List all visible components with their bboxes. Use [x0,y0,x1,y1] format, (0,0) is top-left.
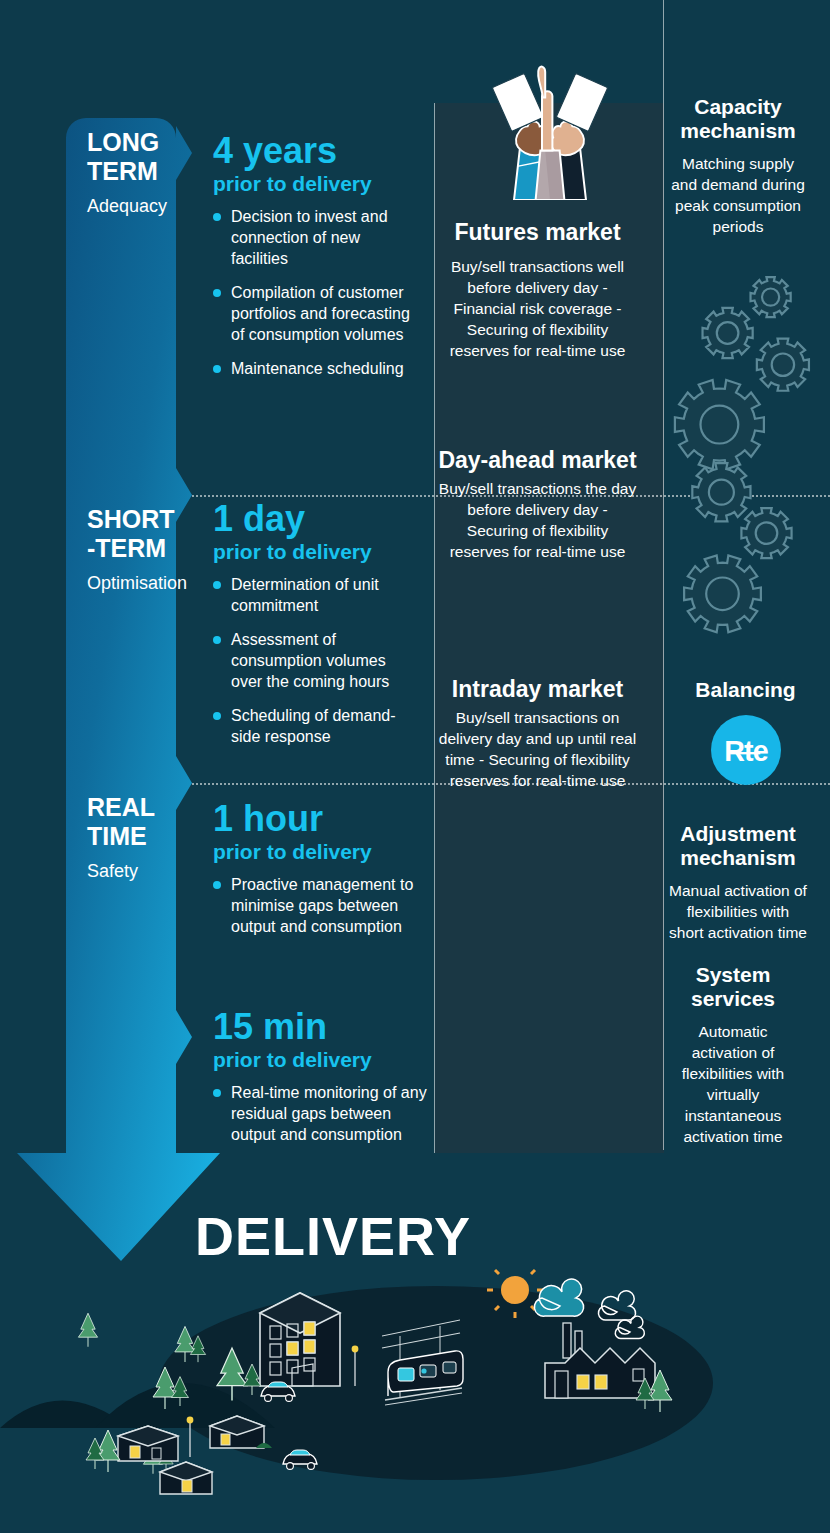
svg-text:Rte: Rte [724,735,768,767]
